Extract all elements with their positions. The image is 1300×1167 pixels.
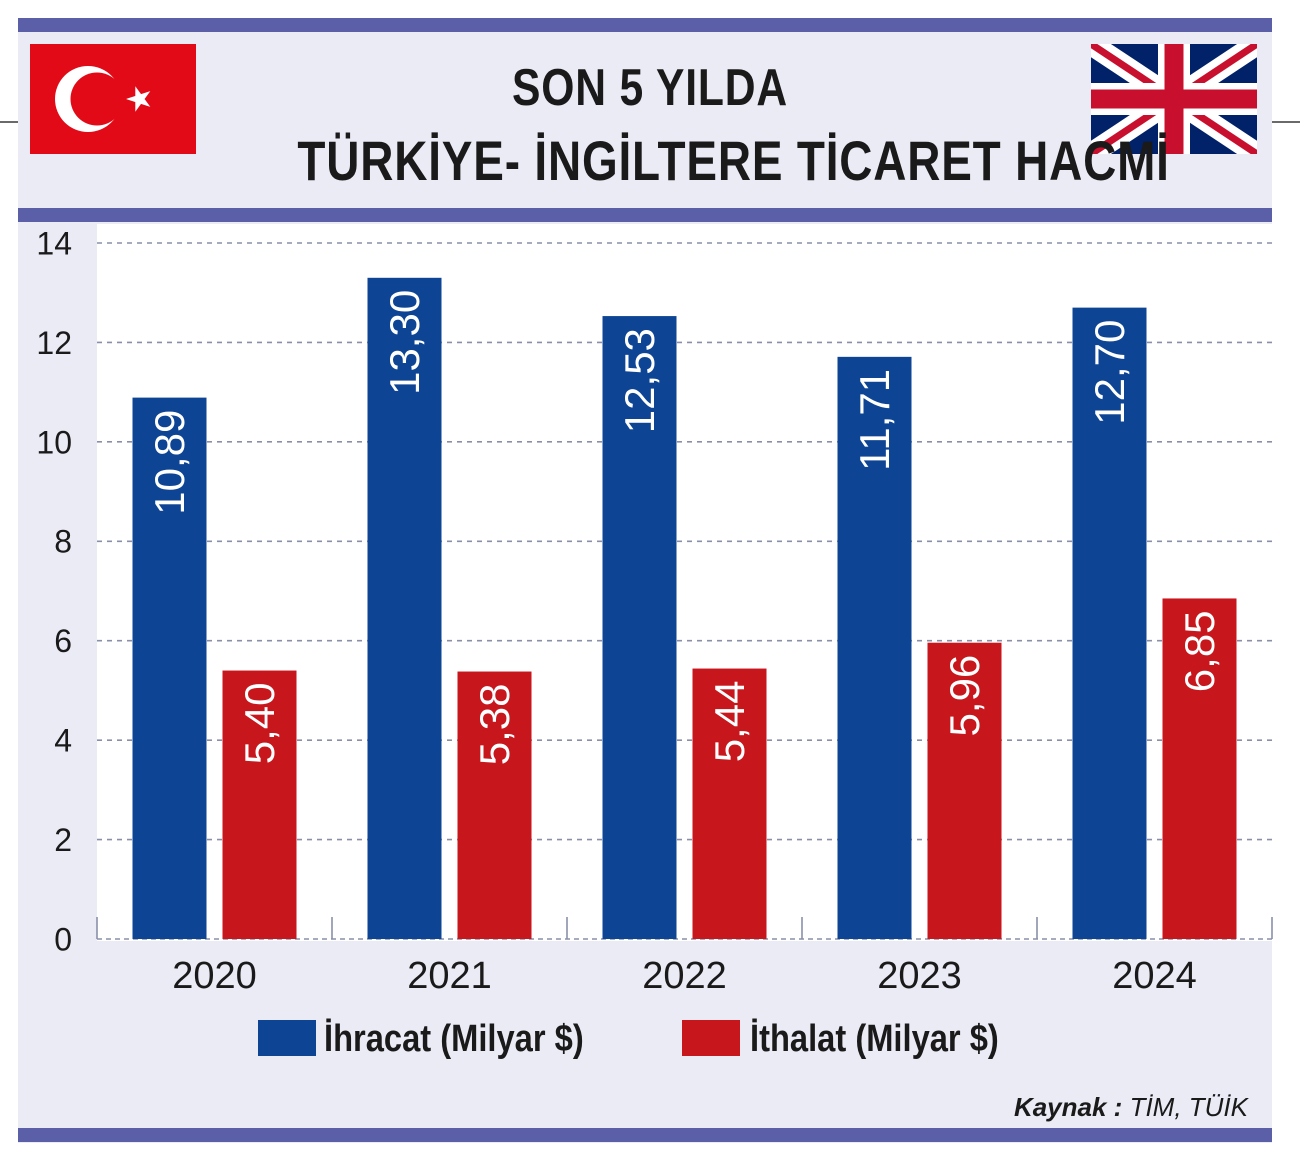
bar-value-label: 12,53	[616, 328, 663, 433]
y-tick-label: 14	[36, 225, 72, 261]
x-tick-label: 2020	[172, 955, 257, 997]
left-side-line	[0, 121, 18, 123]
bar-value-label: 13,30	[381, 290, 428, 395]
united-kingdom-flag-icon	[1091, 44, 1257, 154]
x-tick-label: 2023	[877, 955, 962, 997]
y-tick-label: 8	[54, 524, 72, 560]
x-tick-label: 2024	[1112, 955, 1197, 997]
bar-chart: 0 2 4 6 8 10 12 14 10,89 5,40 2020 13,30 5,38 2021 12,…	[36, 225, 1273, 997]
bar-value-label: 6,85	[1176, 610, 1223, 692]
y-tick-label: 0	[54, 921, 72, 957]
bar-value-label: 5,38	[471, 684, 518, 766]
top-rule	[18, 18, 1272, 32]
legend-swatch-ihracat	[258, 1020, 316, 1056]
bar-value-label: 10,89	[146, 410, 193, 515]
bar-value-label: 5,96	[941, 655, 988, 737]
y-tick-label: 4	[54, 723, 72, 759]
legend-label-ihracat: İhracat (Milyar $)	[324, 1018, 584, 1060]
bar-ithalat	[927, 642, 1002, 939]
legend-swatch-ithalat	[682, 1020, 740, 1056]
bar-ithalat	[457, 671, 532, 939]
y-tick-label: 12	[36, 325, 72, 361]
chart-title-line-1: SON 5 YILDA	[512, 59, 788, 117]
bar-ithalat	[692, 668, 767, 939]
bar-value-label: 5,40	[236, 683, 283, 765]
bar-value-label: 5,44	[706, 681, 753, 763]
bar-value-label: 11,71	[851, 369, 898, 471]
y-tick-label: 2	[54, 822, 72, 858]
y-tick-label: 10	[36, 424, 72, 460]
y-tick-label: 6	[54, 623, 72, 659]
x-tick-label: 2022	[642, 955, 727, 997]
bottom-rule	[18, 1128, 1272, 1142]
bar-ihracat	[132, 397, 207, 939]
turkey-flag-icon	[30, 44, 196, 154]
header-rule	[18, 208, 1272, 222]
bar-ithalat	[1162, 598, 1237, 939]
source-note: Kaynak : TİM, TÜİK	[1014, 1092, 1248, 1123]
x-tick-label: 2021	[407, 955, 492, 997]
bar-ihracat	[602, 316, 677, 940]
bar-ihracat	[1072, 307, 1147, 940]
source-prefix: Kaynak :	[1013, 1092, 1123, 1122]
bar-ihracat	[367, 277, 442, 939]
source-value: TİM, TÜİK	[1129, 1092, 1248, 1122]
bar-ihracat	[837, 356, 912, 939]
right-side-line	[1272, 121, 1300, 123]
legend-label-ithalat: İthalat (Milyar $)	[750, 1018, 999, 1060]
bar-ithalat	[222, 670, 297, 939]
bar-value-label: 12,70	[1086, 320, 1133, 425]
